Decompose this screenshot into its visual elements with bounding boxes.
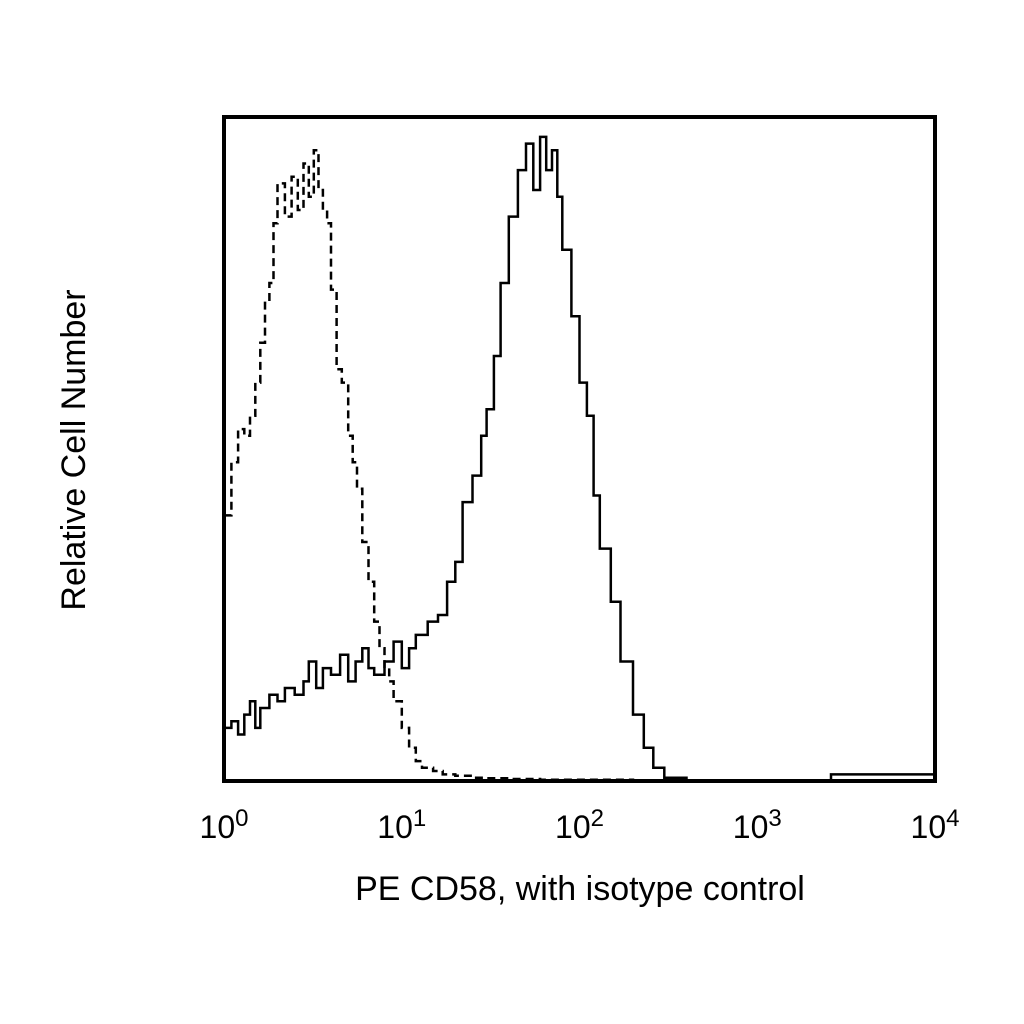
x-tick-label: 101 xyxy=(377,805,426,845)
series-layer xyxy=(224,135,937,783)
x-tick-label: 102 xyxy=(555,805,604,845)
x-axis-title: PE CD58, with isotype control xyxy=(355,870,805,908)
x-tick-label: 104 xyxy=(911,805,960,845)
x-tick-labels: 100 101 102 103 104 xyxy=(200,805,960,845)
x-tick-label: 100 xyxy=(200,805,249,845)
x-tick-label: 103 xyxy=(733,805,782,845)
y-axis-title: Relative Cell Number xyxy=(55,289,93,610)
pe-cd58-line xyxy=(224,135,937,783)
isotype-control-line xyxy=(224,148,935,783)
plot-frame xyxy=(222,115,937,783)
